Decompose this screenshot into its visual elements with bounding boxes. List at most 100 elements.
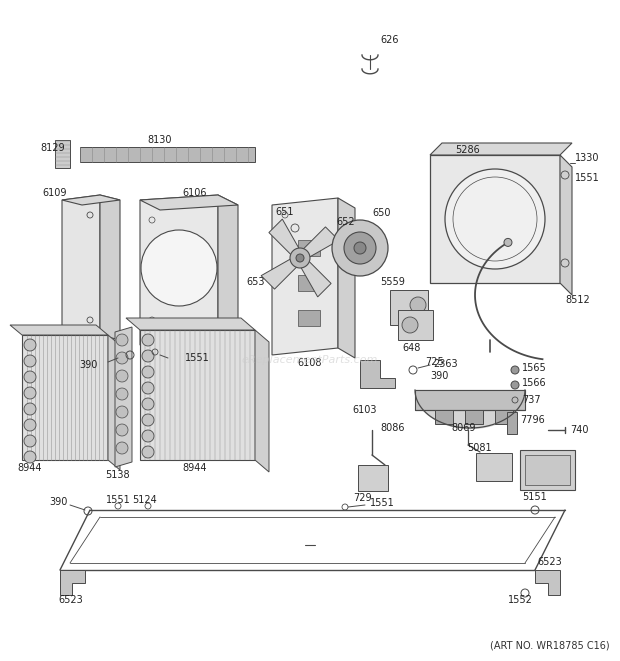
Text: (ART NO. WR18785 C16): (ART NO. WR18785 C16) xyxy=(490,640,610,650)
Circle shape xyxy=(116,334,128,346)
Polygon shape xyxy=(272,198,338,355)
Text: 1565: 1565 xyxy=(522,363,547,373)
Text: 1552: 1552 xyxy=(508,595,533,605)
Text: 1551: 1551 xyxy=(575,173,600,183)
Text: 6103: 6103 xyxy=(353,405,377,415)
Text: 390: 390 xyxy=(79,360,97,370)
Polygon shape xyxy=(140,195,218,345)
Circle shape xyxy=(24,339,36,351)
Polygon shape xyxy=(140,330,255,460)
Text: 8130: 8130 xyxy=(148,135,172,145)
Bar xyxy=(495,410,513,424)
Text: 653: 653 xyxy=(247,277,265,287)
Polygon shape xyxy=(108,335,120,470)
Polygon shape xyxy=(140,195,238,210)
Circle shape xyxy=(142,334,154,346)
Circle shape xyxy=(116,424,128,436)
Circle shape xyxy=(116,442,128,454)
Text: 8944: 8944 xyxy=(18,463,42,473)
Circle shape xyxy=(354,242,366,254)
Circle shape xyxy=(24,387,36,399)
Text: 5081: 5081 xyxy=(467,443,492,453)
Circle shape xyxy=(116,352,128,364)
Bar xyxy=(358,465,388,491)
Bar xyxy=(525,455,570,485)
Circle shape xyxy=(24,355,36,367)
Circle shape xyxy=(24,403,36,415)
Circle shape xyxy=(24,419,36,431)
Polygon shape xyxy=(115,327,132,467)
Bar xyxy=(298,275,320,291)
Text: 650: 650 xyxy=(372,208,391,218)
Circle shape xyxy=(142,446,154,458)
Circle shape xyxy=(116,406,128,418)
Circle shape xyxy=(344,232,376,264)
Text: 7796: 7796 xyxy=(520,415,545,425)
Text: 1551: 1551 xyxy=(185,353,210,363)
Circle shape xyxy=(410,297,426,313)
Circle shape xyxy=(504,239,512,247)
Circle shape xyxy=(142,382,154,394)
Circle shape xyxy=(116,370,128,382)
Text: 737: 737 xyxy=(522,395,541,405)
Polygon shape xyxy=(338,198,355,358)
Text: 8129: 8129 xyxy=(40,143,64,153)
Text: 626: 626 xyxy=(380,35,399,45)
Polygon shape xyxy=(297,255,331,297)
Bar xyxy=(520,450,575,490)
Text: 1566: 1566 xyxy=(522,378,547,388)
Circle shape xyxy=(445,169,545,269)
Bar xyxy=(430,155,560,283)
Circle shape xyxy=(142,350,154,362)
Text: 6109: 6109 xyxy=(42,188,66,198)
Text: 2363: 2363 xyxy=(433,359,458,369)
Circle shape xyxy=(116,388,128,400)
Polygon shape xyxy=(269,219,303,261)
Text: 1551: 1551 xyxy=(105,495,130,505)
Text: 8086: 8086 xyxy=(380,423,404,433)
Bar xyxy=(415,390,525,410)
Circle shape xyxy=(142,398,154,410)
Polygon shape xyxy=(560,155,572,295)
Text: 390: 390 xyxy=(50,497,68,507)
Bar xyxy=(298,240,320,256)
Text: 1330: 1330 xyxy=(575,153,600,163)
Text: 8512: 8512 xyxy=(565,295,590,305)
Circle shape xyxy=(142,366,154,378)
Text: 8069: 8069 xyxy=(452,423,476,433)
Circle shape xyxy=(24,451,36,463)
Polygon shape xyxy=(218,195,238,350)
Polygon shape xyxy=(55,140,70,168)
Circle shape xyxy=(142,414,154,426)
Text: 5138: 5138 xyxy=(105,470,130,480)
Text: 6523: 6523 xyxy=(537,557,562,567)
Text: 729: 729 xyxy=(353,493,373,503)
Polygon shape xyxy=(10,325,108,335)
Polygon shape xyxy=(535,570,560,595)
Text: 6108: 6108 xyxy=(298,358,322,368)
Bar xyxy=(476,453,512,481)
Circle shape xyxy=(290,248,310,268)
Polygon shape xyxy=(80,147,255,162)
Circle shape xyxy=(142,430,154,442)
Text: eReplacementParts.com: eReplacementParts.com xyxy=(242,355,378,365)
Text: 6106: 6106 xyxy=(183,188,207,198)
Polygon shape xyxy=(22,335,108,460)
Polygon shape xyxy=(360,360,395,388)
Text: 652: 652 xyxy=(336,217,355,227)
Text: 1551: 1551 xyxy=(370,498,395,508)
Text: 6523: 6523 xyxy=(58,595,82,605)
Circle shape xyxy=(511,381,519,389)
Bar xyxy=(435,410,453,424)
Text: 5124: 5124 xyxy=(133,495,157,505)
Polygon shape xyxy=(430,143,572,155)
Polygon shape xyxy=(100,195,120,340)
Circle shape xyxy=(24,435,36,447)
Text: 651: 651 xyxy=(276,207,294,217)
Bar xyxy=(398,310,433,340)
Circle shape xyxy=(402,317,418,333)
Bar xyxy=(390,290,428,325)
Circle shape xyxy=(141,230,217,306)
Text: 5559: 5559 xyxy=(381,277,405,287)
Circle shape xyxy=(511,366,519,374)
